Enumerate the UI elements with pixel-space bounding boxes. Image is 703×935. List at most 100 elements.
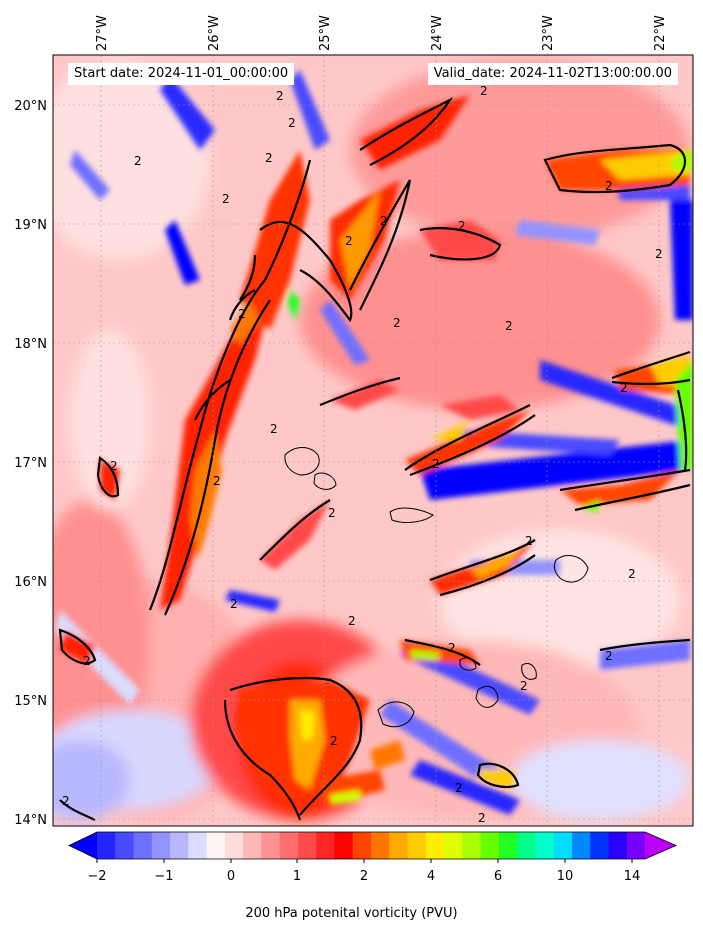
- contour-label: 2: [134, 154, 142, 168]
- colorbar-extend-high: [645, 832, 676, 859]
- contour-label: 2: [213, 474, 221, 488]
- colorbar-segment: [352, 832, 372, 859]
- contour-label: 2: [458, 219, 466, 233]
- contour-label: 2: [110, 459, 118, 473]
- colorbar-segment: [297, 832, 317, 859]
- contour-label: 2: [270, 422, 278, 436]
- contour-label: 2: [288, 116, 296, 130]
- colorbar-segment: [425, 832, 445, 859]
- colorbar-tick-label: −1: [154, 869, 173, 884]
- contour-label: 2: [480, 84, 488, 98]
- colorbar-segment: [407, 832, 427, 859]
- colorbar-tick-label: 10: [557, 869, 574, 884]
- lat-label: 18°N: [14, 337, 47, 352]
- contour-label: 2: [345, 234, 353, 248]
- colorbar-segment: [170, 832, 189, 859]
- contour-label: 2: [230, 597, 238, 611]
- colorbar-segment: [224, 832, 244, 859]
- contour-label: 2: [328, 506, 336, 520]
- contour-label: 2: [525, 534, 533, 548]
- colorbar-tick-label: −2: [87, 869, 106, 884]
- colorbar-segment: [97, 832, 116, 859]
- colorbar-tick-label: 4: [427, 869, 435, 884]
- start-date-label: Start date: 2024-11-01_00:00:00: [68, 63, 295, 85]
- colorbar-segment: [498, 832, 518, 859]
- contour-label: 2: [348, 614, 356, 628]
- colorbar-segment: [444, 832, 463, 859]
- colorbar-segment: [480, 832, 500, 859]
- colorbar-segment: [389, 832, 409, 859]
- contour-label: 2: [265, 151, 273, 165]
- lon-label: 23°W: [541, 15, 556, 51]
- lon-label: 26°W: [207, 15, 222, 51]
- lat-label: 15°N: [14, 694, 47, 709]
- colorbar-segment: [115, 832, 135, 859]
- contour-label: 2: [448, 641, 456, 655]
- contour-label: 2: [655, 247, 663, 261]
- contour-labels: 2 2 2 2 2 2 2 2 2 2 2 2 2 2 2 2 2 2 2 2 …: [62, 84, 663, 825]
- valid-date-label: Valid_date: 2024-11-02T13:00:00.00: [427, 63, 678, 85]
- lon-label: 24°W: [430, 15, 445, 51]
- colorbar-segment: [462, 832, 482, 859]
- contour-label: 2: [330, 734, 338, 748]
- colorbar-segment: [151, 832, 171, 859]
- lat-label: 16°N: [14, 575, 47, 590]
- contour-label: 2: [238, 307, 246, 321]
- colorbar-segment: [590, 832, 609, 859]
- colorbar-segment: [535, 832, 555, 859]
- colorbar-segment: [334, 832, 354, 859]
- colorbar-ticks: −2 −1 0 1 2 4 6 10 14: [87, 859, 640, 884]
- lat-label: 17°N: [14, 456, 47, 471]
- contour-label: 2: [380, 214, 388, 228]
- colorbar-tick-label: 2: [360, 869, 368, 884]
- lat-label: 20°N: [14, 99, 47, 114]
- colorbar-segment: [553, 832, 573, 859]
- colorbar-segment: [243, 832, 262, 859]
- longitude-labels: 27°W 26°W 25°W 24°W 23°W 22°W: [95, 15, 668, 51]
- colorbar-extend-low: [69, 832, 97, 859]
- latitude-labels: 20°N 19°N 18°N 17°N 16°N 15°N 14°N: [14, 99, 47, 828]
- colorbar-segment: [261, 832, 281, 859]
- contour-label: 2: [520, 679, 528, 693]
- coastlines: [284, 447, 589, 728]
- colorbar-segment: [133, 832, 153, 859]
- lon-label: 22°W: [653, 15, 668, 51]
- colorbar-segment: [626, 832, 646, 859]
- lat-label: 19°N: [14, 218, 47, 233]
- colorbar: [68, 831, 678, 860]
- colorbar-label: 200 hPa potenital vorticity (PVU): [245, 906, 458, 921]
- pv-2-contours: [58, 97, 691, 821]
- contour-label: 2: [393, 316, 401, 330]
- colorbar-segment: [206, 832, 226, 859]
- gridlines: [53, 55, 693, 826]
- colorbar-tick-label: 1: [293, 869, 301, 884]
- contour-label: 2: [432, 457, 440, 471]
- lon-label: 25°W: [318, 15, 333, 51]
- map-frame: [52, 54, 694, 827]
- contour-label: 2: [83, 654, 91, 668]
- contour-label: 2: [222, 192, 230, 206]
- lon-label: 27°W: [95, 15, 110, 51]
- colorbar-segment: [371, 832, 390, 859]
- colorbar-segment: [316, 832, 335, 859]
- contour-label: 2: [605, 179, 613, 193]
- contour-label: 2: [62, 794, 70, 808]
- pv-field: [53, 55, 693, 826]
- contour-label: 2: [478, 811, 486, 825]
- colorbar-segment: [517, 832, 536, 859]
- colorbar-segment: [188, 832, 208, 859]
- lat-label: 14°N: [14, 813, 47, 828]
- colorbar-tick-label: 0: [227, 869, 235, 884]
- contour-label: 2: [455, 781, 463, 795]
- colorbar-tick-label: 14: [624, 869, 641, 884]
- contour-label: 2: [620, 381, 628, 395]
- contour-label: 2: [276, 89, 284, 103]
- contour-label: 2: [505, 319, 513, 333]
- colorbar-segment: [571, 832, 591, 859]
- contour-label: 2: [628, 567, 636, 581]
- colorbar-tick-label: 6: [494, 869, 502, 884]
- contour-label: 2: [605, 649, 613, 663]
- colorbar-segment: [608, 832, 628, 859]
- colorbar-segment: [279, 832, 299, 859]
